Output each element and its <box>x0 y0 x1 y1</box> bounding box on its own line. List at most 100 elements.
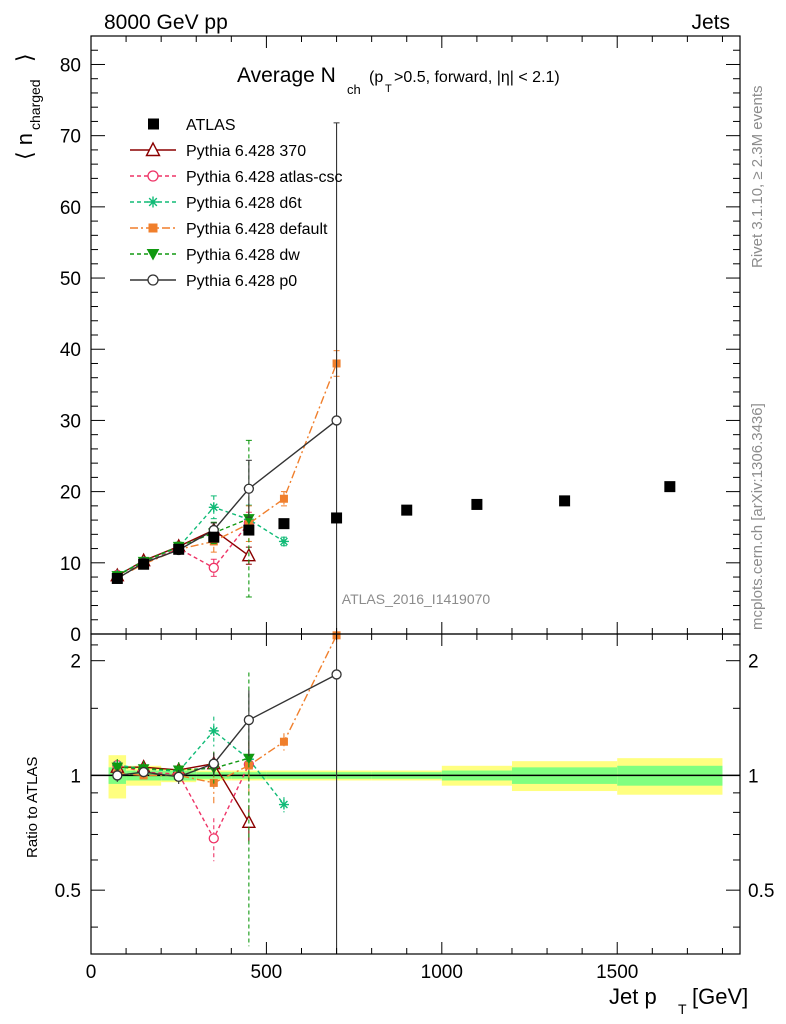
analysis-watermark: ATLAS_2016_I1419070 <box>342 591 491 607</box>
ratio-point <box>112 770 123 781</box>
ratio-point <box>331 669 342 680</box>
y-tick-label: 40 <box>60 340 81 361</box>
legend-item: Pythia 6.428 370 <box>130 141 306 160</box>
data-point <box>208 502 219 513</box>
atlas-point <box>173 543 185 555</box>
mcplots-label: mcplots.cern.ch [arXiv:1306.3436] <box>749 403 766 630</box>
ratio-point <box>208 758 219 769</box>
y-axis-label: ⟨ n charged ⟩ <box>12 53 43 160</box>
atlas-point <box>664 481 676 493</box>
x-axis-label-unit: [GeV] <box>692 984 748 1009</box>
legend-item: Pythia 6.428 atlas-csc <box>130 169 343 186</box>
ratio-point <box>208 725 219 736</box>
y-axis-label-main: ⟨ n <box>12 133 37 160</box>
chart-title: Average N ch (p T >0.5, forward, |η| < 2… <box>237 64 560 97</box>
y-tick-label: 80 <box>60 55 81 76</box>
title-cond-p: (p <box>369 69 383 86</box>
ratio-point <box>243 714 255 726</box>
legend-marker <box>147 274 159 286</box>
legend-label: Pythia 6.428 default <box>186 221 328 238</box>
ratio-line <box>117 673 337 778</box>
process-label: Jets <box>691 11 730 34</box>
atlas-point <box>243 524 255 536</box>
y-tick-label: 10 <box>60 554 81 575</box>
atlas-point <box>401 504 413 516</box>
ratio-line <box>117 635 338 784</box>
ratio-point <box>111 762 124 774</box>
atlas-point <box>331 512 343 524</box>
x-tick-label: 500 <box>251 962 283 983</box>
legend-marker <box>147 196 159 208</box>
legend-label: Pythia 6.428 p0 <box>186 273 297 290</box>
ratio-y-axis-label: Ratio to ATLAS <box>24 757 41 858</box>
y-tick-label: 30 <box>60 411 81 432</box>
data-point <box>331 415 342 426</box>
x-tick-label: 1000 <box>421 962 463 983</box>
series-4 <box>111 439 255 598</box>
y-tick-label: 50 <box>60 269 81 290</box>
legend-label: Pythia 6.428 d6t <box>186 195 302 212</box>
ratio-tick-label-right: 1 <box>748 766 759 787</box>
series-3 <box>113 350 341 582</box>
data-point <box>243 483 255 494</box>
ratio-tick-label-left: 1 <box>70 766 81 787</box>
title-sub: ch <box>347 82 361 97</box>
ratio-point <box>208 833 219 844</box>
ratio-line <box>117 757 250 771</box>
legend-item: Pythia 6.428 p0 <box>130 273 297 290</box>
ratio-point <box>138 766 149 778</box>
ratio-plot-frame <box>90 633 741 955</box>
legend-label: Pythia 6.428 atlas-csc <box>186 169 343 186</box>
series-line <box>116 363 338 579</box>
legend-item: Pythia 6.428 dw <box>130 247 300 264</box>
atlas-point <box>111 572 123 584</box>
ratio-tick-label-right: 0.5 <box>748 881 774 902</box>
energy-label: 8000 GeV pp <box>104 11 228 34</box>
atlas-point <box>559 495 571 507</box>
legend: ATLAS Pythia 6.428 370 Pythia 6.428 atlas-… <box>130 117 343 290</box>
atlas-data <box>111 481 676 584</box>
legend-item: Pythia 6.428 d6t <box>130 195 302 212</box>
data-point <box>279 494 288 503</box>
rivet-version-label: Rivet 3.1.10, ≥ 2.3M events <box>749 86 766 269</box>
ratio-tick-label-left: 0.5 <box>55 881 81 902</box>
x-axis-label: Jet p T [GeV] <box>609 984 748 1017</box>
x-tick-label: 0 <box>86 962 97 983</box>
y-tick-label: 60 <box>60 198 81 219</box>
y-tick-label: 20 <box>60 483 81 504</box>
legend-marker <box>148 118 159 130</box>
title-cond-T: T <box>385 83 392 95</box>
legend-marker <box>148 223 158 233</box>
legend-label: Pythia 6.428 370 <box>186 143 306 160</box>
ratio-point <box>278 799 289 810</box>
ratio-tick-label-left: 2 <box>70 652 81 673</box>
data-point <box>278 536 289 547</box>
ratio-point <box>279 737 288 746</box>
x-tick-label: 1500 <box>596 962 638 983</box>
ratio-series-4 <box>111 672 255 947</box>
atlas-point <box>208 531 220 543</box>
legend-marker <box>146 249 160 261</box>
legend-item-data: ATLAS <box>148 117 236 134</box>
title-cond-rest: >0.5, forward, |η| < 2.1) <box>394 69 560 86</box>
y-axis-label-close: ⟩ <box>12 53 37 62</box>
atlas-point <box>278 518 290 530</box>
x-axis-label-sub: T <box>678 1001 687 1017</box>
ratio-series-5 <box>112 634 342 954</box>
y-tick-label: 70 <box>60 127 81 148</box>
legend-label: ATLAS <box>186 117 236 134</box>
legend-marker <box>145 141 161 157</box>
series-line <box>116 419 337 580</box>
atlas-point <box>138 558 150 570</box>
legend-marker <box>147 170 159 182</box>
legend-label: Pythia 6.428 dw <box>186 247 300 264</box>
legend-item: Pythia 6.428 default <box>130 221 328 238</box>
ratio-point <box>173 771 184 782</box>
atlas-point <box>471 498 483 510</box>
title-main: Average N <box>237 64 336 87</box>
y-tick-label: 0 <box>70 625 81 646</box>
ratio-tick-label-right: 2 <box>748 652 759 673</box>
ratio-line <box>117 764 250 840</box>
y-axis-label-sub: charged <box>27 79 43 130</box>
